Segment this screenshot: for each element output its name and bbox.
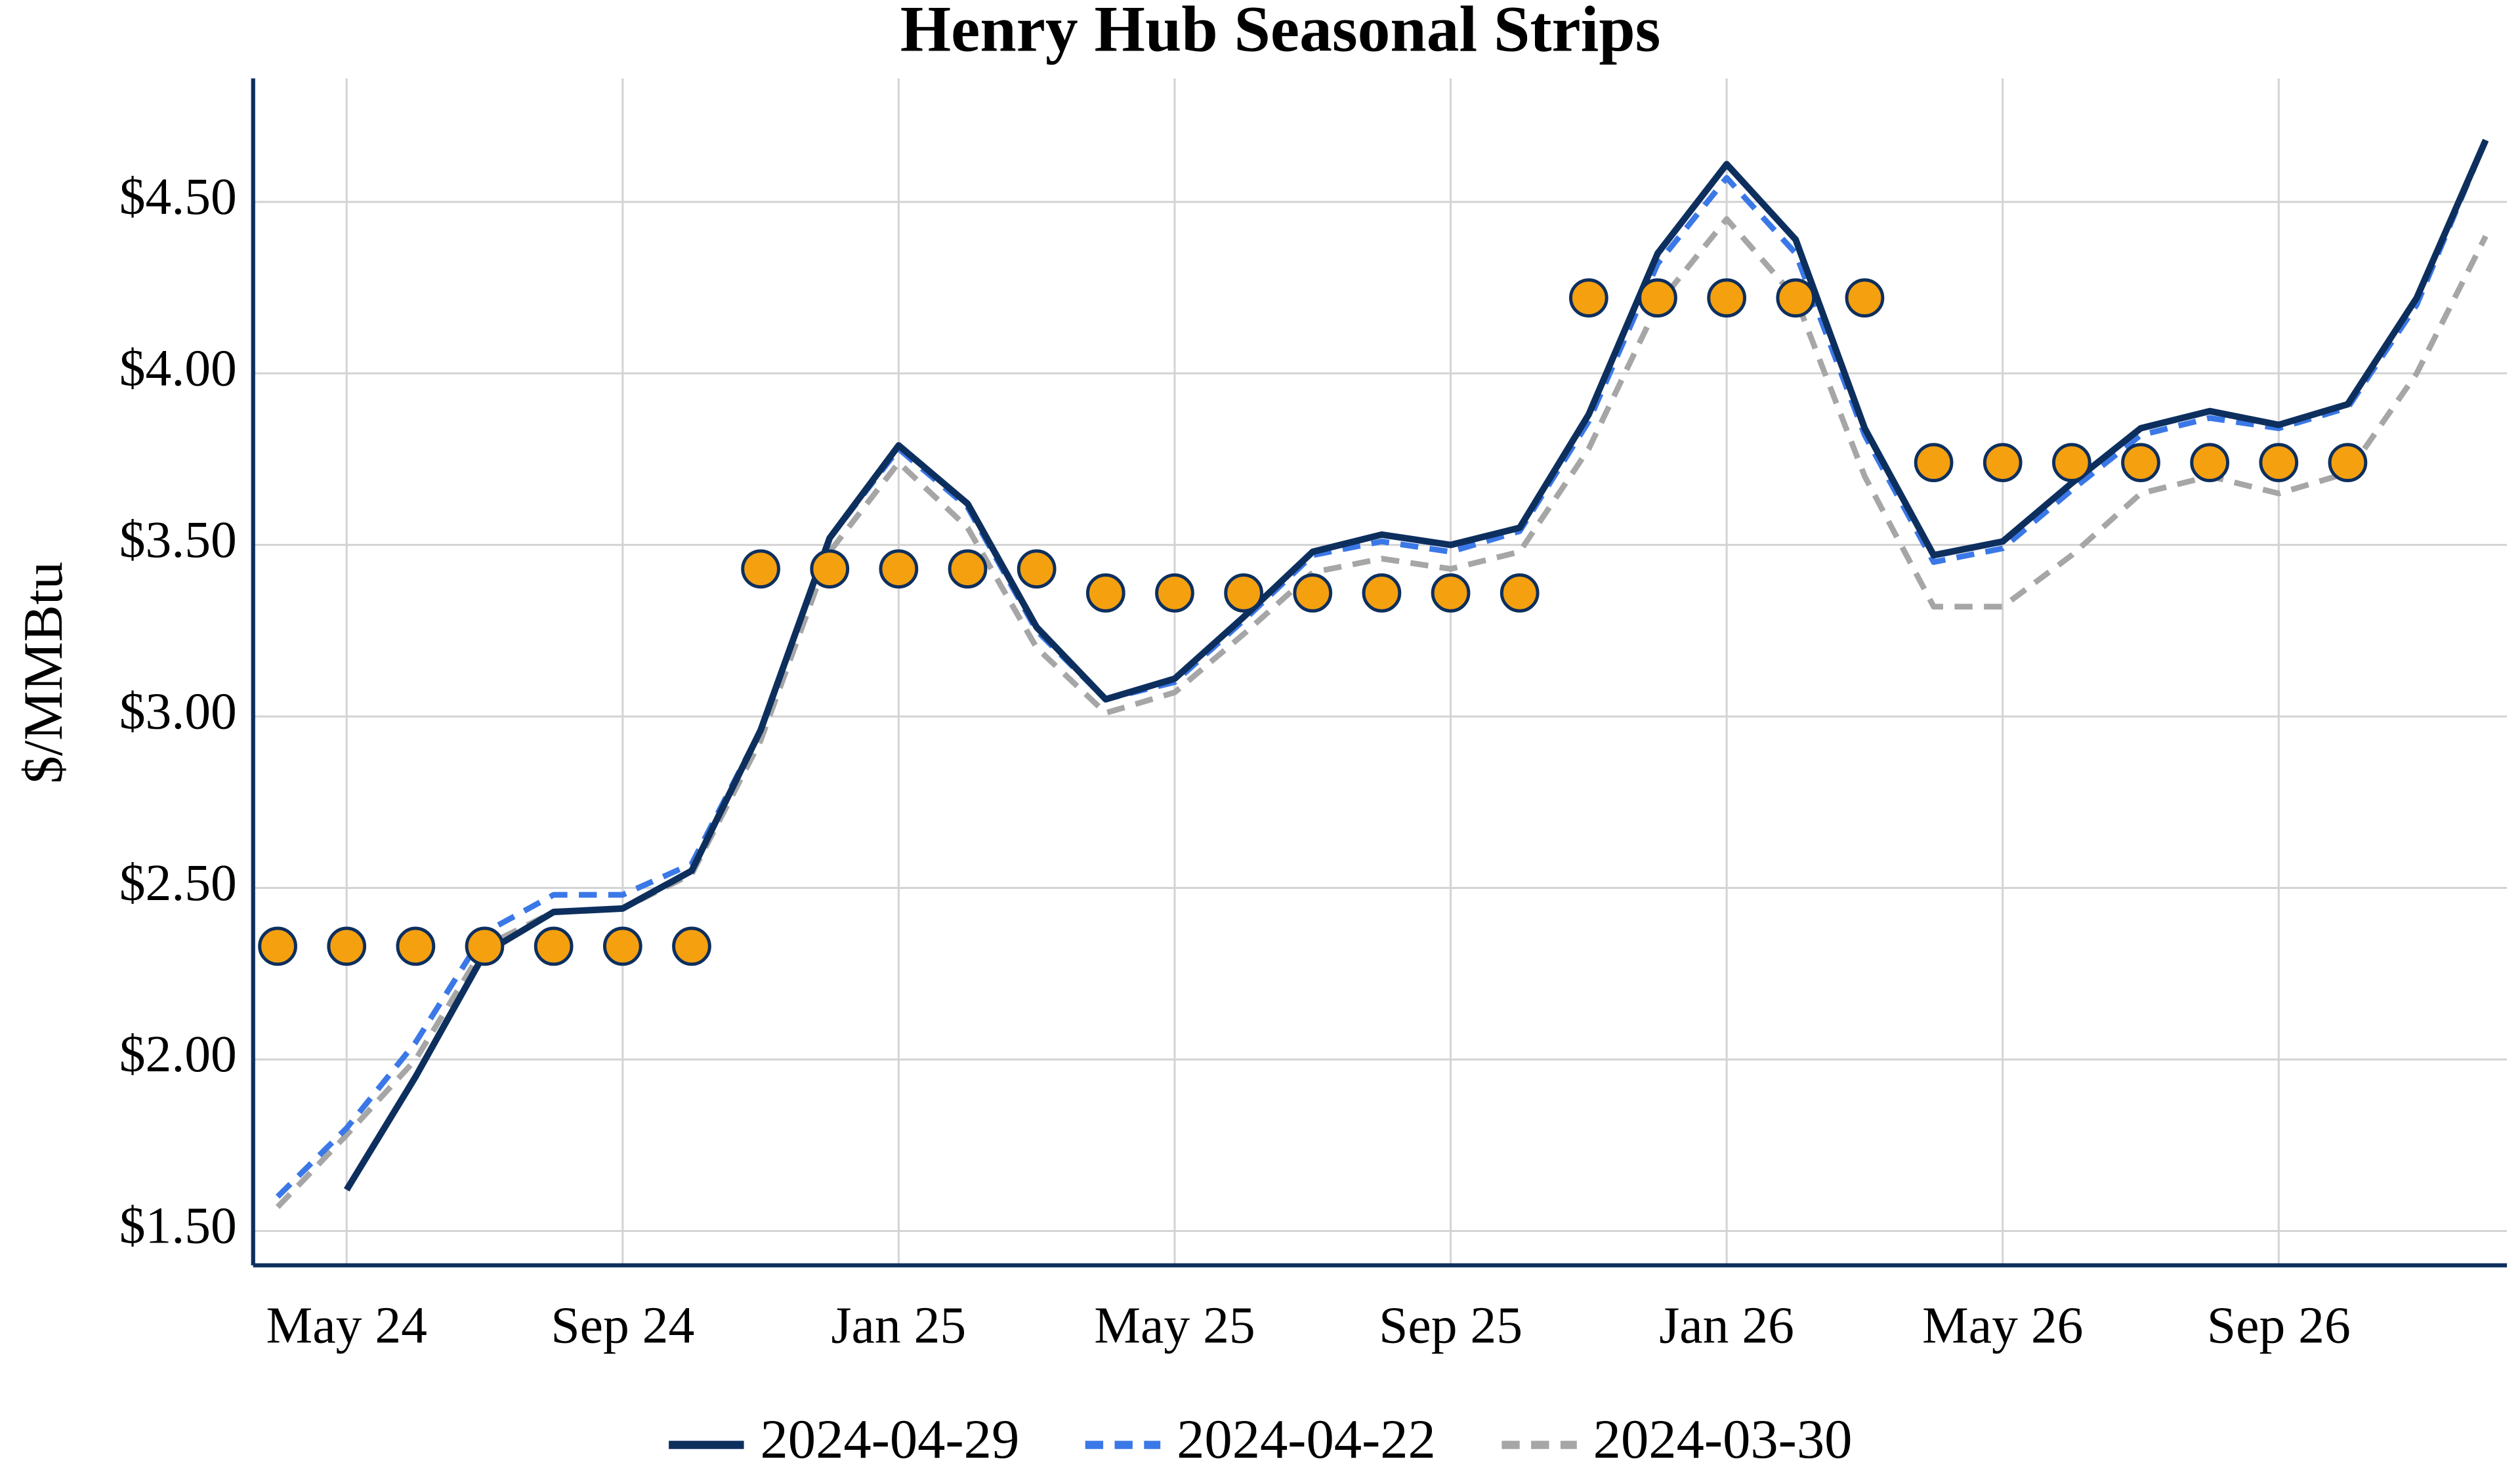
strip-marker: [1776, 278, 1816, 318]
strip-marker: [1845, 278, 1885, 318]
x-tick-label: Sep 24: [551, 1297, 694, 1355]
strip-marker: [2051, 443, 2091, 482]
strip-marker: [1568, 278, 1608, 318]
strip-marker: [1362, 573, 1402, 613]
legend-label: 2024-03-30: [1593, 1409, 1853, 1470]
x-tick-label: May 24: [266, 1297, 427, 1355]
strip-marker: [1293, 573, 1333, 613]
x-tick-label: Sep 26: [2207, 1297, 2351, 1355]
legend-label: 2024-04-22: [1177, 1409, 1436, 1470]
strip-marker: [465, 926, 505, 966]
strip-marker: [534, 926, 574, 966]
x-tick-label: Jan 25: [831, 1297, 967, 1355]
strip-marker: [2259, 443, 2299, 482]
strip-marker: [1017, 549, 1057, 589]
series-line: [343, 138, 2489, 1192]
strip-marker: [1707, 278, 1746, 318]
x-tick-label: May 26: [1922, 1297, 2084, 1355]
x-tick-label: Jan 26: [1659, 1297, 1794, 1355]
strip-marker: [879, 549, 919, 589]
strip-marker: [2121, 443, 2160, 482]
y-tick-label: $3.00: [119, 682, 237, 740]
y-tick-label: $4.00: [119, 339, 237, 397]
strip-marker: [327, 926, 367, 966]
strip-marker: [258, 926, 297, 966]
strip-marker: [602, 926, 642, 966]
y-tick-label: $4.50: [119, 168, 237, 226]
y-tick-label: $3.50: [119, 511, 237, 569]
strip-marker: [1914, 443, 1954, 482]
strip-marker: [1224, 573, 1263, 613]
strip-marker: [1155, 573, 1194, 613]
chart-title: Henry Hub Seasonal Strips: [900, 0, 1661, 66]
strip-marker: [1431, 573, 1471, 613]
strip-marker: [2328, 443, 2368, 482]
strip-marker: [1085, 573, 1125, 613]
legend-label: 2024-04-29: [760, 1409, 1019, 1470]
strip-marker: [2190, 443, 2230, 482]
strip-marker: [1983, 443, 2023, 482]
strip-marker: [741, 549, 780, 589]
series-line: [276, 138, 2488, 1199]
x-tick-label: Sep 25: [1379, 1297, 1522, 1355]
y-tick-label: $2.00: [119, 1025, 237, 1083]
strip-marker: [1500, 573, 1540, 613]
strip-marker: [396, 926, 436, 966]
strip-marker: [672, 926, 711, 966]
strip-marker: [948, 549, 988, 589]
x-tick-label: May 25: [1094, 1297, 1255, 1355]
strip-marker: [810, 549, 850, 589]
y-axis-label: $/MMBtu: [13, 562, 74, 784]
y-tick-label: $2.50: [119, 854, 237, 912]
strip-marker: [1638, 278, 1677, 318]
y-tick-label: $1.50: [119, 1197, 237, 1255]
